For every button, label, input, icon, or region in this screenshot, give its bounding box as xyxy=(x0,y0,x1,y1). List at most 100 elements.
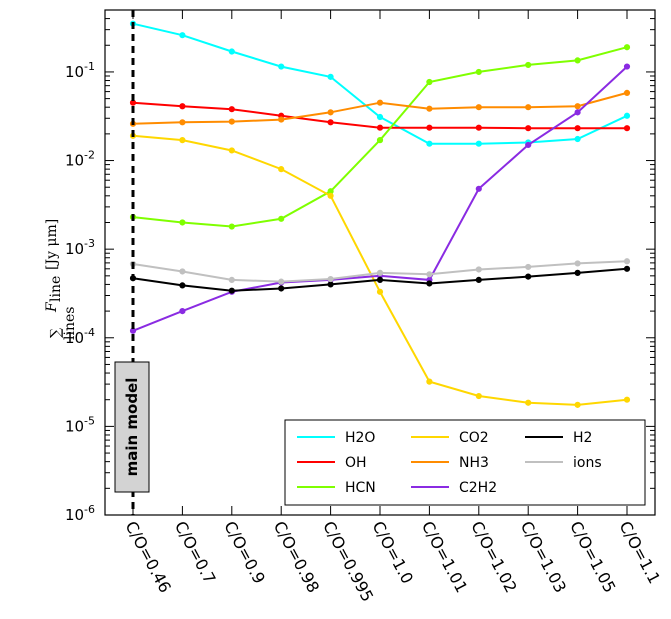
legend-entry-label: ions xyxy=(573,455,602,471)
data-point-h2o xyxy=(475,140,482,147)
data-point-hcn xyxy=(574,57,581,64)
y-axis-label-f: F xyxy=(44,301,60,313)
data-point-ions xyxy=(278,278,285,285)
data-point-hcn xyxy=(525,61,532,69)
y-tick-label: 10-1 xyxy=(65,60,95,81)
main-model-label: main model xyxy=(123,378,141,477)
data-point-nh3 xyxy=(327,109,334,116)
data-point-h2o xyxy=(179,32,186,39)
main-model-box xyxy=(114,361,150,493)
data-point-oh xyxy=(376,124,384,131)
data-point-c2h2 xyxy=(179,307,186,315)
y-axis-label-sum: ∑ xyxy=(48,328,64,338)
data-point-ions xyxy=(475,266,482,273)
data-point-ions xyxy=(525,263,532,271)
data-point-oh xyxy=(475,124,482,131)
data-point-h2o xyxy=(228,48,235,55)
data-point-hcn xyxy=(278,215,285,222)
y-tick-label: 10-3 xyxy=(65,237,95,258)
y-axis-label-sum-sub: lines xyxy=(62,307,78,340)
data-point-h2 xyxy=(574,269,581,276)
data-point-h2 xyxy=(426,280,433,287)
x-tick-label: C/O=1.0 xyxy=(368,518,417,587)
data-point-co2 xyxy=(327,192,334,199)
x-tick-label: C/O=1.05 xyxy=(566,518,619,596)
data-point-co2 xyxy=(574,401,581,408)
data-point-co2 xyxy=(228,147,235,154)
data-point-oh xyxy=(228,106,235,113)
data-point-h2 xyxy=(475,276,482,283)
x-tick-label: C/O=1.03 xyxy=(517,518,570,596)
data-point-h2o xyxy=(623,112,631,119)
data-point-ions xyxy=(426,271,433,278)
data-point-hcn xyxy=(228,223,235,230)
legend-entry-label: HCN xyxy=(345,480,376,496)
data-point-h2o xyxy=(327,73,334,80)
data-point-nh3 xyxy=(426,105,433,112)
legend-entry-label: CO2 xyxy=(459,430,489,446)
data-point-hcn xyxy=(376,137,384,144)
data-point-nh3 xyxy=(376,99,384,106)
data-point-h2o xyxy=(376,113,384,121)
data-point-h2 xyxy=(179,282,186,289)
data-point-nh3 xyxy=(179,119,186,126)
x-tick-label: C/O=0.7 xyxy=(171,518,220,587)
data-point-h2o xyxy=(574,135,581,143)
data-point-c2h2 xyxy=(574,109,581,116)
data-point-h2 xyxy=(376,276,384,283)
data-point-co2 xyxy=(278,166,285,173)
data-point-h2 xyxy=(327,281,334,288)
data-point-oh xyxy=(623,125,631,132)
data-point-co2 xyxy=(426,378,433,385)
y-tick-label: 10-6 xyxy=(65,503,95,524)
legend: H2O OH HCN CO2 NH3 C2H2 H2 ions xyxy=(284,419,646,506)
data-point-nh3 xyxy=(278,116,285,123)
x-tick-label: C/O=0.995 xyxy=(319,518,377,605)
data-point-co2 xyxy=(623,396,631,403)
data-point-nh3 xyxy=(574,103,581,110)
y-tick-label: 10-5 xyxy=(65,414,95,435)
x-tick-label: C/O=0.98 xyxy=(270,518,323,596)
data-point-c2h2 xyxy=(475,185,482,192)
data-point-hcn xyxy=(623,44,631,51)
data-point-nh3 xyxy=(623,89,631,97)
data-point-h2o xyxy=(426,140,433,147)
data-point-h2 xyxy=(278,285,285,292)
data-point-h2 xyxy=(228,287,235,294)
data-point-nh3 xyxy=(475,104,482,111)
data-point-h2 xyxy=(623,265,631,272)
legend-entry-label: OH xyxy=(345,455,367,471)
data-point-oh xyxy=(179,103,186,110)
legend-entry-label: H2O xyxy=(345,430,375,446)
data-point-ions xyxy=(228,276,235,283)
data-point-oh xyxy=(574,125,581,132)
x-tick-label: C/O=1.1 xyxy=(615,518,664,587)
data-point-co2 xyxy=(475,392,482,400)
data-point-oh xyxy=(525,125,532,132)
y-axis-label-units: [Jy μm] xyxy=(44,219,60,270)
data-point-ions xyxy=(574,260,581,267)
data-point-h2 xyxy=(525,273,532,280)
data-point-c2h2 xyxy=(525,141,532,149)
legend-entry-label: NH3 xyxy=(459,455,489,471)
data-point-oh xyxy=(426,124,433,131)
data-point-co2 xyxy=(525,399,532,406)
data-point-h2o xyxy=(278,63,285,70)
series-layer xyxy=(129,20,631,408)
x-tick-label: C/O=1.02 xyxy=(467,518,520,596)
data-point-hcn xyxy=(426,78,433,86)
legend-box xyxy=(284,419,646,506)
data-point-co2 xyxy=(179,137,186,144)
x-tick-label: C/O=1.01 xyxy=(418,518,471,596)
data-point-ions xyxy=(327,275,334,283)
annotation-layer: main model xyxy=(114,10,150,515)
data-point-hcn xyxy=(179,219,186,226)
data-point-hcn xyxy=(475,68,482,76)
data-point-nh3 xyxy=(228,118,235,125)
data-point-nh3 xyxy=(525,104,532,111)
x-tick-label: C/O=0.46 xyxy=(121,518,174,596)
